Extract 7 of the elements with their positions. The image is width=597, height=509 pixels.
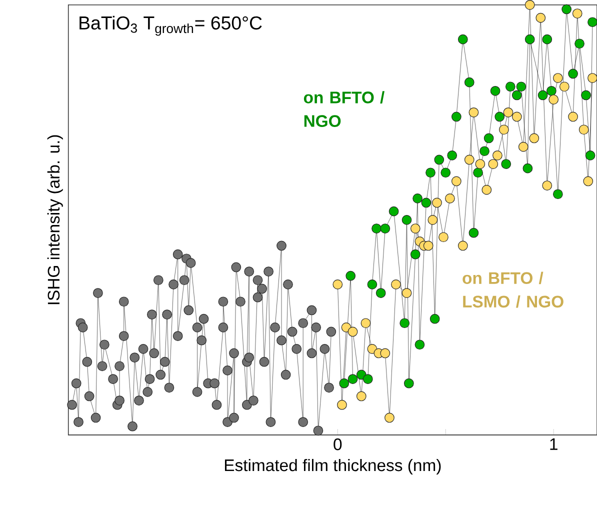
x-tick-label: 0 bbox=[334, 438, 342, 450]
text: on BFTO / NGO bbox=[304, 91, 384, 128]
series-label: on BFTO / LSMO / NGO bbox=[462, 272, 564, 308]
x-tick-label: 1 bbox=[550, 438, 558, 450]
text: BaTiO$_{3}$ T$_{growth}$= 650°C bbox=[80, 16, 262, 36]
y-axis-title: ISHG intensity (arb. u.) bbox=[47, 135, 63, 304]
x-axis-title: Estimated film thickness (nm) bbox=[224, 459, 441, 475]
